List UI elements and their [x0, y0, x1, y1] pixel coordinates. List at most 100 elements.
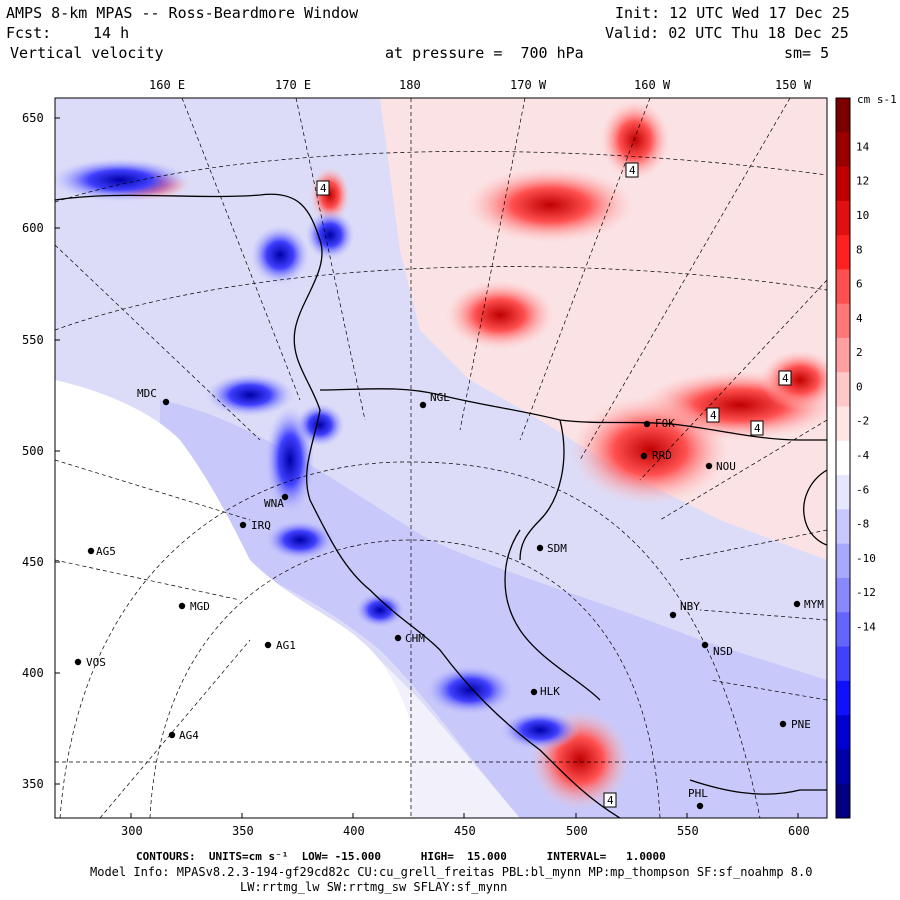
station-dot[interactable]	[239, 521, 247, 529]
init-time: Init: 12 UTC Wed 17 Dec 25	[615, 4, 850, 22]
colorbar-swatch	[836, 543, 850, 579]
colorbar-swatch	[836, 235, 850, 270]
station-label: PNE	[791, 718, 811, 731]
max-marker-label: 4	[782, 372, 789, 385]
red-maximum	[465, 167, 635, 243]
max-marker-label: 4	[320, 182, 327, 195]
map-frame	[54, 97, 828, 819]
colorbar-label: 12	[856, 175, 869, 188]
station-dot[interactable]	[74, 658, 82, 666]
maximum-markers: 4 4 4 4 4 4	[316, 162, 792, 808]
station-labels: MDC NGL FOK RRD NOU IRQ WNA AG5 SDM MGD …	[86, 387, 824, 800]
blue-minimum	[500, 710, 580, 750]
bottom-tick-label: 300	[121, 824, 143, 838]
bottom-tick-label: 600	[788, 824, 810, 838]
graticule	[55, 98, 827, 818]
station-dot[interactable]	[178, 602, 186, 610]
blue-minimum	[265, 520, 335, 560]
colorbar-swatch	[836, 612, 850, 648]
bottom-tick-label: 550	[677, 824, 699, 838]
station-label: SDM	[547, 542, 567, 555]
forecast-label: Fcst:	[6, 24, 52, 42]
colorbar-units: cm s-1	[857, 93, 897, 106]
colorbar-label: -14	[856, 620, 876, 633]
station-label: VOS	[86, 656, 106, 669]
station-dot[interactable]	[643, 420, 651, 428]
contour-info: CONTOURS: UNITS=cm s⁻¹ LOW= -15.000 HIGH…	[136, 850, 666, 863]
smoothing-value: sm= 5	[784, 44, 830, 62]
red-maximum	[760, 350, 827, 410]
top-axis: 160 E 170 E 180 170 W 160 W 150 W	[149, 78, 812, 92]
station-dot[interactable]	[696, 802, 704, 810]
blue-minimum	[295, 403, 345, 447]
left-axis: 650 600 550 500 450 400 350	[22, 111, 799, 818]
station-dot[interactable]	[640, 452, 648, 460]
blue-minimum	[305, 210, 355, 260]
top-tick-label: 180	[399, 78, 421, 92]
station-dot[interactable]	[705, 462, 713, 470]
bottom-tick-label: 350	[232, 824, 254, 838]
field-name: Vertical velocity	[10, 44, 164, 62]
bottom-tick-label: 400	[343, 824, 365, 838]
colorbar-label: -12	[856, 586, 876, 599]
station-dot[interactable]	[168, 731, 176, 739]
colorbar-swatch	[836, 406, 850, 442]
colorbar-label: -2	[856, 415, 869, 428]
station-dot[interactable]	[281, 493, 289, 501]
station-label: FOK	[655, 417, 675, 430]
station-dot[interactable]	[779, 720, 787, 728]
colorbar-label: 10	[856, 209, 869, 222]
colorbar-swatch	[836, 680, 850, 716]
station-markers	[74, 398, 801, 810]
station-dot[interactable]	[264, 641, 272, 649]
colorbar-swatch	[836, 509, 850, 545]
no-data-region	[55, 380, 410, 818]
station-dot[interactable]	[669, 611, 677, 619]
station-dot[interactable]	[793, 600, 801, 608]
colorbar-swatch	[836, 338, 850, 373]
station-label: CHM	[405, 632, 425, 645]
colorbar-swatch	[836, 166, 850, 202]
top-tick-label: 160 W	[634, 78, 671, 92]
colorbar-swatch	[836, 578, 850, 613]
bottom-tick-label: 500	[566, 824, 588, 838]
left-tick-label: 550	[22, 333, 44, 347]
bottom-tick-label: 450	[454, 824, 476, 838]
station-dot[interactable]	[87, 547, 95, 555]
colorbar-labels: 14 12 10 8 6 4 2 0 -2 -4 -6 -8 -10 -12 -14	[856, 140, 876, 633]
station-dot[interactable]	[530, 688, 538, 696]
left-tick-label: 450	[22, 555, 44, 569]
blue-minimum	[355, 592, 405, 628]
valid-time: Valid: 02 UTC Thu 18 Dec 25	[605, 24, 849, 42]
blue-minimum	[205, 373, 295, 417]
blue-minimum	[55, 158, 190, 202]
colorbar	[835, 97, 851, 819]
station-dot[interactable]	[701, 641, 709, 649]
station-label: RRD	[652, 449, 672, 462]
station-label: HLK	[540, 685, 560, 698]
red-maximum	[445, 280, 555, 350]
station-label: NOU	[716, 460, 736, 473]
colorbar-label: 8	[856, 243, 863, 256]
colorbar-frame	[835, 97, 851, 819]
left-tick-label: 600	[22, 221, 44, 235]
station-dot[interactable]	[536, 544, 544, 552]
top-tick-label: 170 E	[275, 78, 311, 92]
colorbar-label: -10	[856, 552, 876, 565]
max-marker-label: 4	[607, 794, 614, 807]
station-label: NSD	[713, 645, 733, 658]
colorbar-swatch	[836, 440, 850, 476]
colorbar-label: 6	[856, 278, 863, 291]
station-label: IRQ	[251, 519, 271, 532]
station-label: AG1	[276, 639, 296, 652]
colorbar-swatch	[836, 715, 850, 750]
station-label: MDC	[137, 387, 157, 400]
station-dot[interactable]	[419, 401, 427, 409]
station-dot[interactable]	[162, 398, 170, 406]
station-dot[interactable]	[394, 634, 402, 642]
map-area: MDC NGL FOK RRD NOU IRQ WNA AG5 SDM MGD …	[55, 98, 827, 818]
colorbar-swatch	[836, 646, 850, 682]
model-physics: LW:rrtmg_lw SW:rrtmg_sw SFLAY:sf_mynn	[240, 880, 508, 894]
colorbar-label: 14	[856, 140, 870, 153]
red-maximum	[570, 395, 730, 505]
